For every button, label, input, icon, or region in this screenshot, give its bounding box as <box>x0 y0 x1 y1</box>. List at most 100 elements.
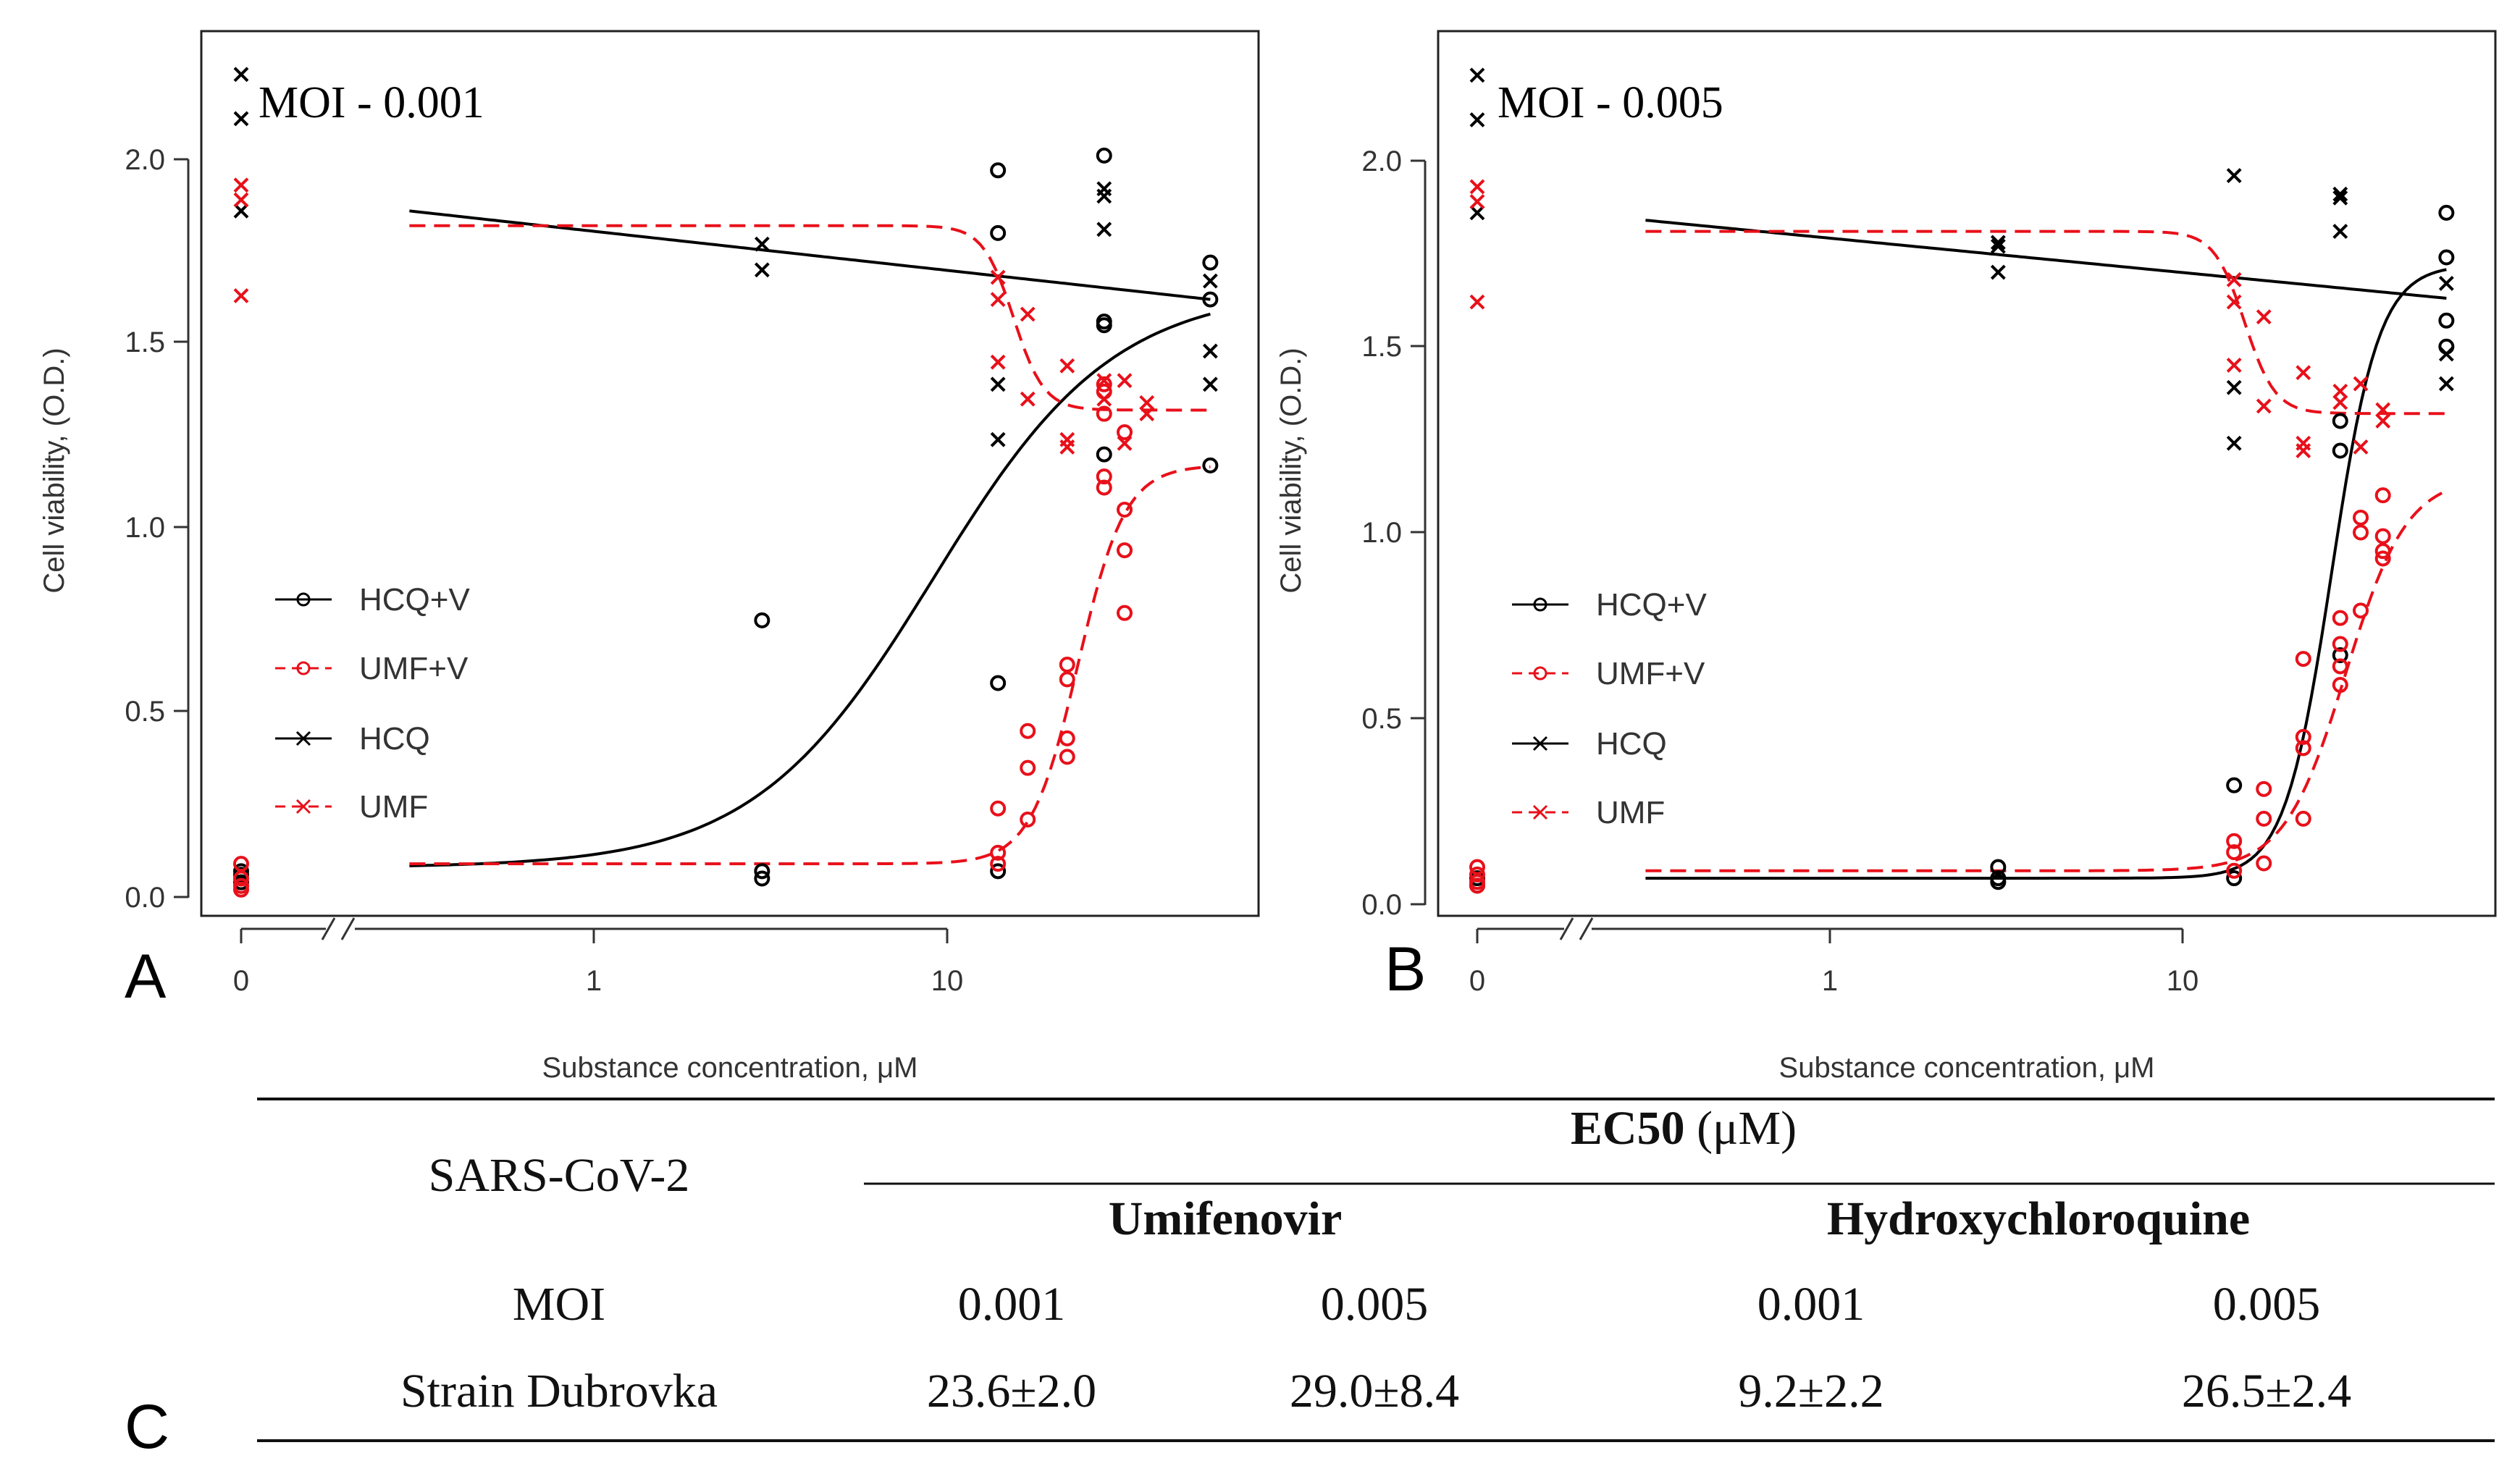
panel-letter-a: A <box>125 942 167 1011</box>
data-point <box>2438 376 2454 392</box>
data-point <box>1096 468 1112 485</box>
data-point <box>1096 479 1112 496</box>
fit-curve-umf <box>1645 229 2447 416</box>
data-point <box>1059 671 1075 688</box>
data-point <box>990 269 1006 285</box>
x-tick-label: 0 <box>233 965 249 997</box>
data-point <box>1990 264 2006 280</box>
data-point <box>990 376 1006 392</box>
ec50-unit: (μM) <box>1685 1102 1797 1155</box>
data-point <box>233 856 249 872</box>
legend-item-umf-v: UMF+V <box>1512 656 1705 691</box>
data-point <box>1020 306 1036 322</box>
data-point <box>2226 168 2242 183</box>
legend-item-hcq-v: HCQ+V <box>1512 587 1707 623</box>
table-group-header: EC50 (μM) <box>1571 1102 1797 1155</box>
data-point <box>2438 312 2455 329</box>
panel-letter-b: B <box>1385 935 1426 1004</box>
data-point <box>1059 730 1075 746</box>
fit-curve-umf <box>409 224 1211 412</box>
data-point <box>2374 528 2391 544</box>
data-point <box>2226 862 2243 879</box>
drug-header-hydroxychloroquine: Hydroxychloroquine <box>1827 1192 2250 1245</box>
circle-marker-icon <box>296 592 311 607</box>
fit-curve-hcq-v <box>1645 268 2447 880</box>
fit-curve-hcq <box>409 209 1211 301</box>
data-point <box>990 675 1007 691</box>
table-cell: 9.2±2.2 <box>1738 1365 1883 1418</box>
table-cell: 0.001 <box>1757 1278 1865 1331</box>
fit-curve-umf-v <box>1645 489 2448 872</box>
data-point <box>990 224 1007 241</box>
table-cell: 0.005 <box>1321 1278 1429 1331</box>
table-row-header: SARS-CoV-2 <box>429 1149 690 1202</box>
data-point <box>2256 855 2272 872</box>
data-point <box>1469 67 1485 83</box>
x-marker-icon <box>1532 804 1548 820</box>
data-point <box>2332 647 2348 663</box>
data-point <box>2295 651 2311 667</box>
data-point <box>990 856 1007 872</box>
data-point <box>2438 204 2455 221</box>
data-point <box>1469 205 1485 221</box>
y-tick-label: 0.0 <box>1361 889 1402 921</box>
data-point <box>1202 254 1219 271</box>
table-cell: 26.5±2.4 <box>2182 1365 2351 1418</box>
y-tick-label: 1.5 <box>125 327 165 358</box>
data-point <box>1990 859 2007 875</box>
legend-label: HCQ+V <box>359 582 470 618</box>
data-point <box>754 612 770 628</box>
y-axis: 0.0 0.5 1.0 1.5 2.0 Cell viability, (O.D… <box>38 144 190 914</box>
plot-frame <box>1437 30 2497 917</box>
data-point <box>1990 235 2006 250</box>
y-tick-label: 1.5 <box>1361 331 1402 363</box>
data-point <box>1117 424 1133 441</box>
data-point <box>1059 358 1075 374</box>
data-point <box>1059 657 1075 673</box>
data-point <box>1139 406 1155 421</box>
data-point <box>1469 194 1485 209</box>
axis-break-mark <box>1559 917 1594 940</box>
data-point <box>2332 190 2348 206</box>
data-point <box>1096 405 1112 422</box>
panel-a: 0.0 0.5 1.0 1.5 2.0 Cell viability, (O.D… <box>38 30 1260 1084</box>
data-point <box>990 844 1007 861</box>
x-axis-title: Substance concentration, μM <box>542 1052 918 1084</box>
data-point <box>2353 509 2369 526</box>
data-point <box>2332 610 2348 626</box>
data-point <box>2374 543 2391 560</box>
data-point <box>2226 833 2243 849</box>
data-point <box>1096 222 1112 237</box>
data-point <box>990 354 1006 370</box>
data-point <box>2332 413 2348 429</box>
data-point <box>233 288 249 303</box>
legend-item-hcq: HCQ <box>1512 726 1667 762</box>
drug-header-umifenovir: Umifenovir <box>1109 1192 1343 1245</box>
y-tick-label: 0.0 <box>125 882 165 914</box>
x-axis-title: Substance concentration, μM <box>1779 1052 2155 1084</box>
panel-title: MOI - 0.005 <box>1498 78 1723 127</box>
y-tick-label: 1.0 <box>125 512 165 544</box>
legend-item-umf-v: UMF+V <box>275 651 469 686</box>
fit-curve-hcq <box>1645 219 2447 300</box>
y-tick-label: 0.5 <box>1361 703 1402 735</box>
data-point <box>2256 780 2272 797</box>
data-point <box>2353 602 2369 619</box>
fit-curve-umf-v <box>409 465 1211 866</box>
data-point <box>1020 759 1036 776</box>
panel-b: 0.0 0.5 1.0 1.5 2.0 Cell viability, (O.D… <box>1275 30 2497 1084</box>
data-point <box>233 111 249 127</box>
table-cell: 0.001 <box>958 1278 1066 1331</box>
data-point <box>1059 439 1075 455</box>
legend-item-hcq: HCQ <box>275 721 430 757</box>
data-point <box>2353 439 2369 455</box>
data-point <box>754 236 770 252</box>
data-point <box>233 192 249 208</box>
data-point <box>1020 812 1036 828</box>
legend-item-umf: UMF <box>1512 795 1665 830</box>
data-point <box>1469 112 1485 127</box>
data-point <box>2438 276 2454 291</box>
data-point <box>1202 291 1219 308</box>
x-marker-icon <box>1532 736 1548 751</box>
